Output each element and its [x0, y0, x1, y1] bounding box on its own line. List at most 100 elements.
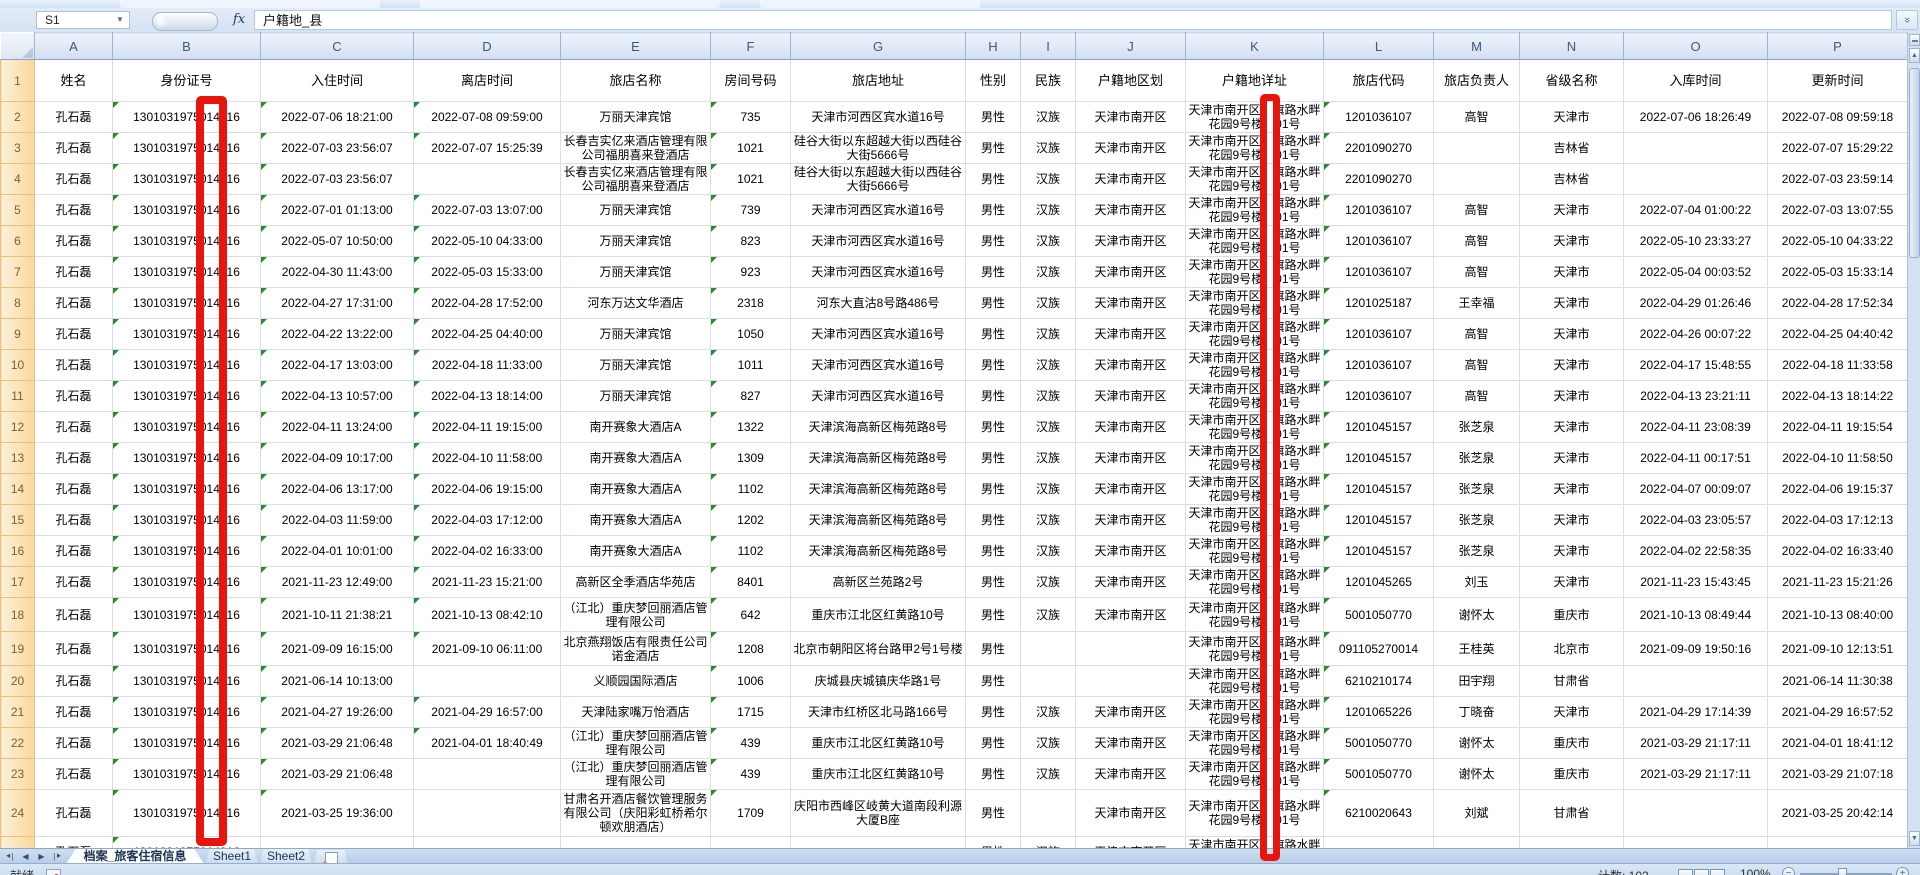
cell[interactable]: 南开赛象大酒店A — [560, 535, 711, 567]
cell[interactable]: 2022-04-17 15:48:55 — [1623, 349, 1768, 381]
cell[interactable]: 2021-04-29 16:57:00 — [413, 696, 561, 728]
cell[interactable]: 张芝泉 — [1433, 504, 1520, 536]
cell[interactable]: 1201045157 — [1323, 442, 1434, 474]
cell[interactable]: 天津市南开区 旗路水畔花园9号楼 01号 — [1185, 256, 1324, 288]
cell[interactable]: 1301031975014016 — [112, 836, 261, 848]
cell[interactable]: 2021-09-09 19:50:16 — [1623, 631, 1768, 666]
cell[interactable]: 天津滨海高新区梅苑路8号 — [790, 473, 966, 505]
cell[interactable]: 2022-04-17 13:03:00 — [260, 349, 414, 381]
cell[interactable]: 2021-10-13 08:42:10 — [413, 597, 561, 632]
cell[interactable]: 天津市南开区 旗路水畔花园9号楼 01号 — [1185, 411, 1324, 443]
cell[interactable]: 2022-04-03 17:12:00 — [413, 504, 561, 536]
column-header-E[interactable]: E — [560, 32, 711, 60]
cell[interactable] — [1020, 789, 1076, 837]
cell[interactable]: 长春吉实亿来酒店管理有限公司福朋喜来登酒店 — [560, 163, 711, 195]
cell[interactable]: 天津市南开区 — [1075, 225, 1186, 257]
cell[interactable]: 刘玉 — [1433, 566, 1520, 598]
cell[interactable] — [1433, 163, 1520, 195]
cell[interactable]: 天津市 — [1519, 256, 1624, 288]
cell[interactable]: 1201045157 — [1323, 473, 1434, 505]
cell[interactable]: 汉族 — [1020, 566, 1076, 598]
row-header[interactable]: 4 — [0, 163, 35, 195]
row-header[interactable]: 1 — [0, 59, 35, 102]
cell[interactable]: 2201090270 — [1323, 132, 1434, 164]
cell[interactable]: 万丽天津宾馆 — [560, 225, 711, 257]
cell[interactable]: 省级名称 — [1519, 59, 1624, 102]
cell[interactable]: 天津市南开区 — [1075, 727, 1186, 759]
cell[interactable]: 入住时间 — [260, 59, 414, 102]
cell[interactable]: 男性 — [965, 597, 1021, 632]
cell[interactable]: 甘肃省 — [1519, 789, 1624, 837]
fx-icon[interactable]: fx — [232, 12, 246, 27]
cell[interactable]: 1301031975014016 — [112, 566, 261, 598]
cell[interactable]: 男性 — [965, 789, 1021, 837]
cell[interactable]: 男性 — [965, 256, 1021, 288]
cell[interactable]: 1201045157 — [1323, 535, 1434, 567]
cell[interactable]: 2022-07-07 15:25:39 — [413, 132, 561, 164]
cell[interactable]: 天津市 — [1519, 101, 1624, 133]
cell[interactable]: 1201025187 — [1323, 287, 1434, 319]
cell[interactable]: 天津市南开区 — [1075, 758, 1186, 790]
cell[interactable]: 天津市南开区 — [1075, 318, 1186, 350]
cell[interactable]: 天津市南开区 旗路水畔花园9号楼 01号 — [1185, 318, 1324, 350]
cell[interactable]: 孔石磊 — [34, 566, 113, 598]
cell[interactable]: 1301031975014016 — [112, 665, 261, 697]
cell[interactable]: 汉族 — [1020, 380, 1076, 412]
cell[interactable]: 天津市河西区宾水道16号 — [790, 349, 966, 381]
cell[interactable]: 天津市南开区 — [1075, 287, 1186, 319]
cell[interactable]: 天津市南开区 — [1075, 566, 1186, 598]
cell[interactable]: 天津市南开区 旗路水畔花园9号楼 01号 — [1185, 225, 1324, 257]
cell[interactable]: 1301031975014016 — [112, 225, 261, 257]
cell[interactable]: 天津滨海高新区梅苑路8号 — [790, 442, 966, 474]
cell[interactable]: 1021 — [710, 163, 791, 195]
column-header-O[interactable]: O — [1623, 32, 1768, 60]
cell[interactable]: 2022-04-10 11:58:50 — [1767, 442, 1907, 474]
cell[interactable]: 天津市南开区 旗路水畔花园9号楼 01号 — [1185, 631, 1324, 666]
cell[interactable]: 1301031975014016 — [112, 631, 261, 666]
scroll-up-icon[interactable]: ▲ — [1909, 48, 1920, 63]
row-header[interactable]: 11 — [0, 380, 35, 412]
zoom-in-icon[interactable]: + — [1896, 867, 1909, 875]
cell[interactable]: 吉林省 — [1519, 132, 1624, 164]
cell[interactable]: 天津市南开区 — [1075, 194, 1186, 226]
cell[interactable]: 身份证号 — [112, 59, 261, 102]
cell[interactable]: 2022-04-02 16:33:00 — [413, 535, 561, 567]
formula-bar-expand-button[interactable]: » — [1896, 10, 1918, 30]
cell[interactable]: 天津市南开区 旗路水畔花园9号楼 01号 — [1185, 789, 1324, 837]
cell[interactable] — [1323, 836, 1434, 848]
cell[interactable]: 2201090270 — [1323, 163, 1434, 195]
column-header-K[interactable]: K — [1185, 32, 1324, 60]
cell[interactable]: 河东大直沽8号路486号 — [790, 287, 966, 319]
cell[interactable]: 1201045157 — [1323, 411, 1434, 443]
cell[interactable]: 735 — [710, 101, 791, 133]
cell[interactable]: 天津市南开区 旗路水畔花园9号楼 01号 — [1185, 566, 1324, 598]
cell[interactable] — [413, 789, 561, 837]
cell[interactable]: 孔石磊 — [34, 535, 113, 567]
cell[interactable]: 男性 — [965, 473, 1021, 505]
cell[interactable]: 1201036107 — [1323, 256, 1434, 288]
cell[interactable] — [560, 836, 711, 848]
cell[interactable]: 丁晓奋 — [1433, 696, 1520, 728]
cell[interactable]: 1021 — [710, 132, 791, 164]
cell[interactable]: 2022-05-10 23:33:27 — [1623, 225, 1768, 257]
cell[interactable]: 2022-07-03 23:56:07 — [260, 163, 414, 195]
cell[interactable]: 2021-03-29 21:17:11 — [1623, 758, 1768, 790]
cell[interactable]: 1201036107 — [1323, 194, 1434, 226]
sheet-tab-active[interactable]: 档案_旅客住宿信息 — [66, 849, 204, 864]
cell[interactable]: 孔石磊 — [34, 504, 113, 536]
cell[interactable] — [1623, 163, 1768, 195]
cell[interactable]: 汉族 — [1020, 101, 1076, 133]
cell[interactable]: 刘斌 — [1433, 789, 1520, 837]
cell[interactable] — [413, 163, 561, 195]
cell[interactable]: 天津市 — [1519, 349, 1624, 381]
cell[interactable]: 孔石磊 — [34, 318, 113, 350]
cell[interactable]: 天津市南开区 — [1075, 101, 1186, 133]
cell[interactable]: 孔石磊 — [34, 380, 113, 412]
cell[interactable]: 入库时间 — [1623, 59, 1768, 102]
cell[interactable]: 汉族 — [1020, 132, 1076, 164]
cell[interactable]: 1301031975014016 — [112, 163, 261, 195]
cell[interactable]: 2022-04-03 23:05:57 — [1623, 504, 1768, 536]
cell[interactable]: 庆阳市西峰区岐黄大道南段利源大厦B座 — [790, 789, 966, 837]
cell[interactable]: 汉族 — [1020, 318, 1076, 350]
cell[interactable]: 汉族 — [1020, 758, 1076, 790]
